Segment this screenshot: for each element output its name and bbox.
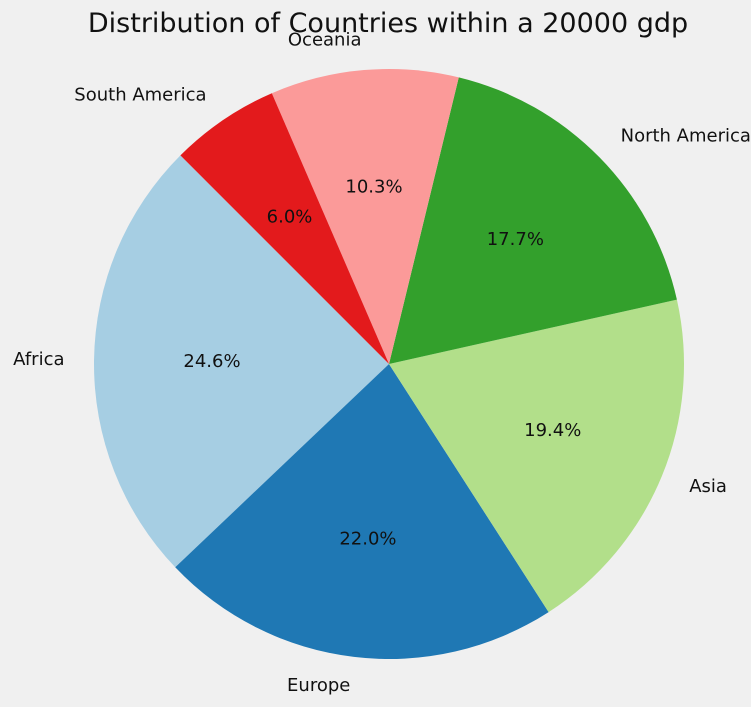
slice-label-north-america: North America [621,126,751,147]
pie-slices [93,68,685,659]
pct-label-africa: 24.6% [183,351,240,372]
pie-slice-africa [93,155,389,568]
pie-slice-north-america [389,77,677,365]
pct-label-europe: 22.0% [339,529,396,550]
pie-slice-oceania [271,68,459,364]
pct-label-asia: 19.4% [524,420,581,441]
slice-label-europe: Europe [287,675,350,696]
pct-label-south-america: 6.0% [267,207,313,228]
pie-slice-europe [175,364,549,659]
slice-label-asia: Asia [689,476,727,497]
pie-slice-south-america [180,93,389,364]
slice-label-south-america: South America [74,85,206,106]
pct-label-oceania: 10.3% [345,177,402,198]
pie-slice-asia [389,299,685,613]
slice-label-africa: Africa [13,349,64,370]
pie-labels: Africa 24.6% Europe 22.0% Asia 19.4% North Ame… [13,30,751,697]
pct-label-north-america: 17.7% [487,229,544,250]
slice-label-oceania: Oceania [288,30,362,51]
chart-title: Distribution of Countries within a 20000… [88,8,688,39]
